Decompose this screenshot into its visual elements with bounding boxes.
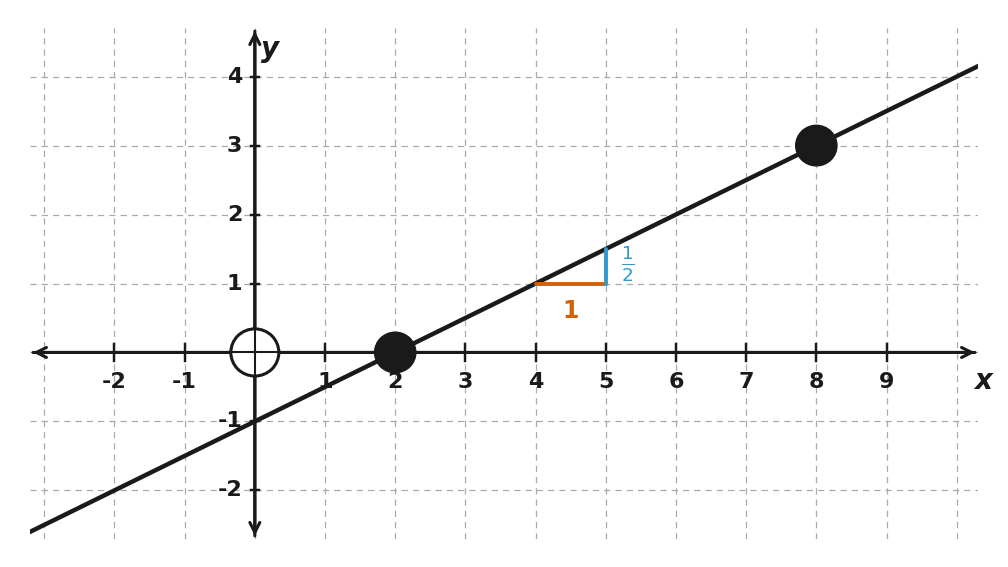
Text: y: y [261, 35, 279, 64]
Text: 9: 9 [879, 372, 894, 392]
Text: -1: -1 [172, 372, 198, 392]
Text: $\frac{1}{2}$: $\frac{1}{2}$ [621, 244, 635, 284]
Text: 4: 4 [528, 372, 543, 392]
Text: 2: 2 [227, 205, 242, 225]
Text: -2: -2 [218, 480, 242, 501]
Circle shape [795, 125, 837, 166]
Text: 2: 2 [387, 372, 403, 392]
Text: -1: -1 [218, 412, 242, 431]
Text: 1: 1 [318, 372, 333, 392]
Text: 3: 3 [458, 372, 473, 392]
Text: 1: 1 [227, 273, 242, 294]
Circle shape [231, 329, 279, 376]
Text: 5: 5 [598, 372, 614, 392]
Text: 1: 1 [562, 299, 579, 323]
Text: -2: -2 [102, 372, 127, 392]
Text: 6: 6 [668, 372, 683, 392]
Text: x: x [975, 367, 992, 395]
Circle shape [375, 332, 416, 373]
Text: 3: 3 [227, 136, 242, 155]
Text: 4: 4 [227, 66, 242, 87]
Text: 8: 8 [808, 372, 825, 392]
Text: 7: 7 [739, 372, 754, 392]
